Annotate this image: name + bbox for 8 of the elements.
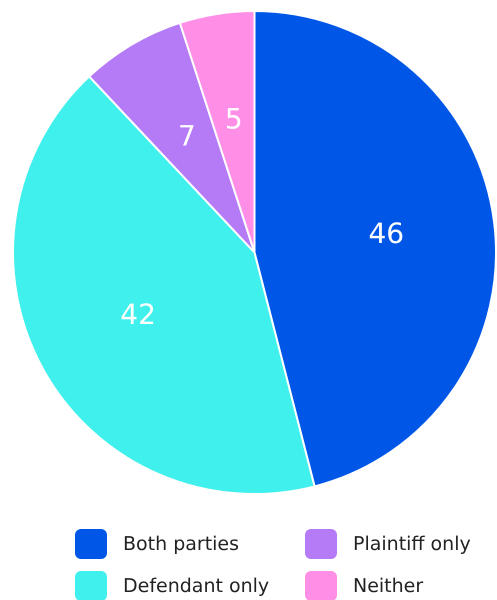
data-label: 42 xyxy=(120,298,156,331)
legend-label: Neither xyxy=(353,575,424,597)
data-label: 46 xyxy=(368,217,404,250)
legend-label: Both parties xyxy=(123,533,240,555)
data-label: 7 xyxy=(178,119,196,152)
data-label: 5 xyxy=(224,102,243,136)
legend-label: Plaintiff only xyxy=(353,533,471,555)
legend-label: Defendant only xyxy=(123,575,270,597)
